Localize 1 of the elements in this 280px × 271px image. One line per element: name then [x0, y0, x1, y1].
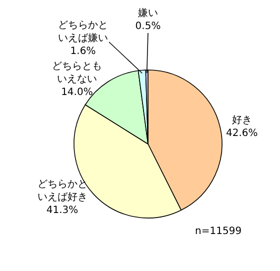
annotation: n=11599 [195, 226, 242, 237]
